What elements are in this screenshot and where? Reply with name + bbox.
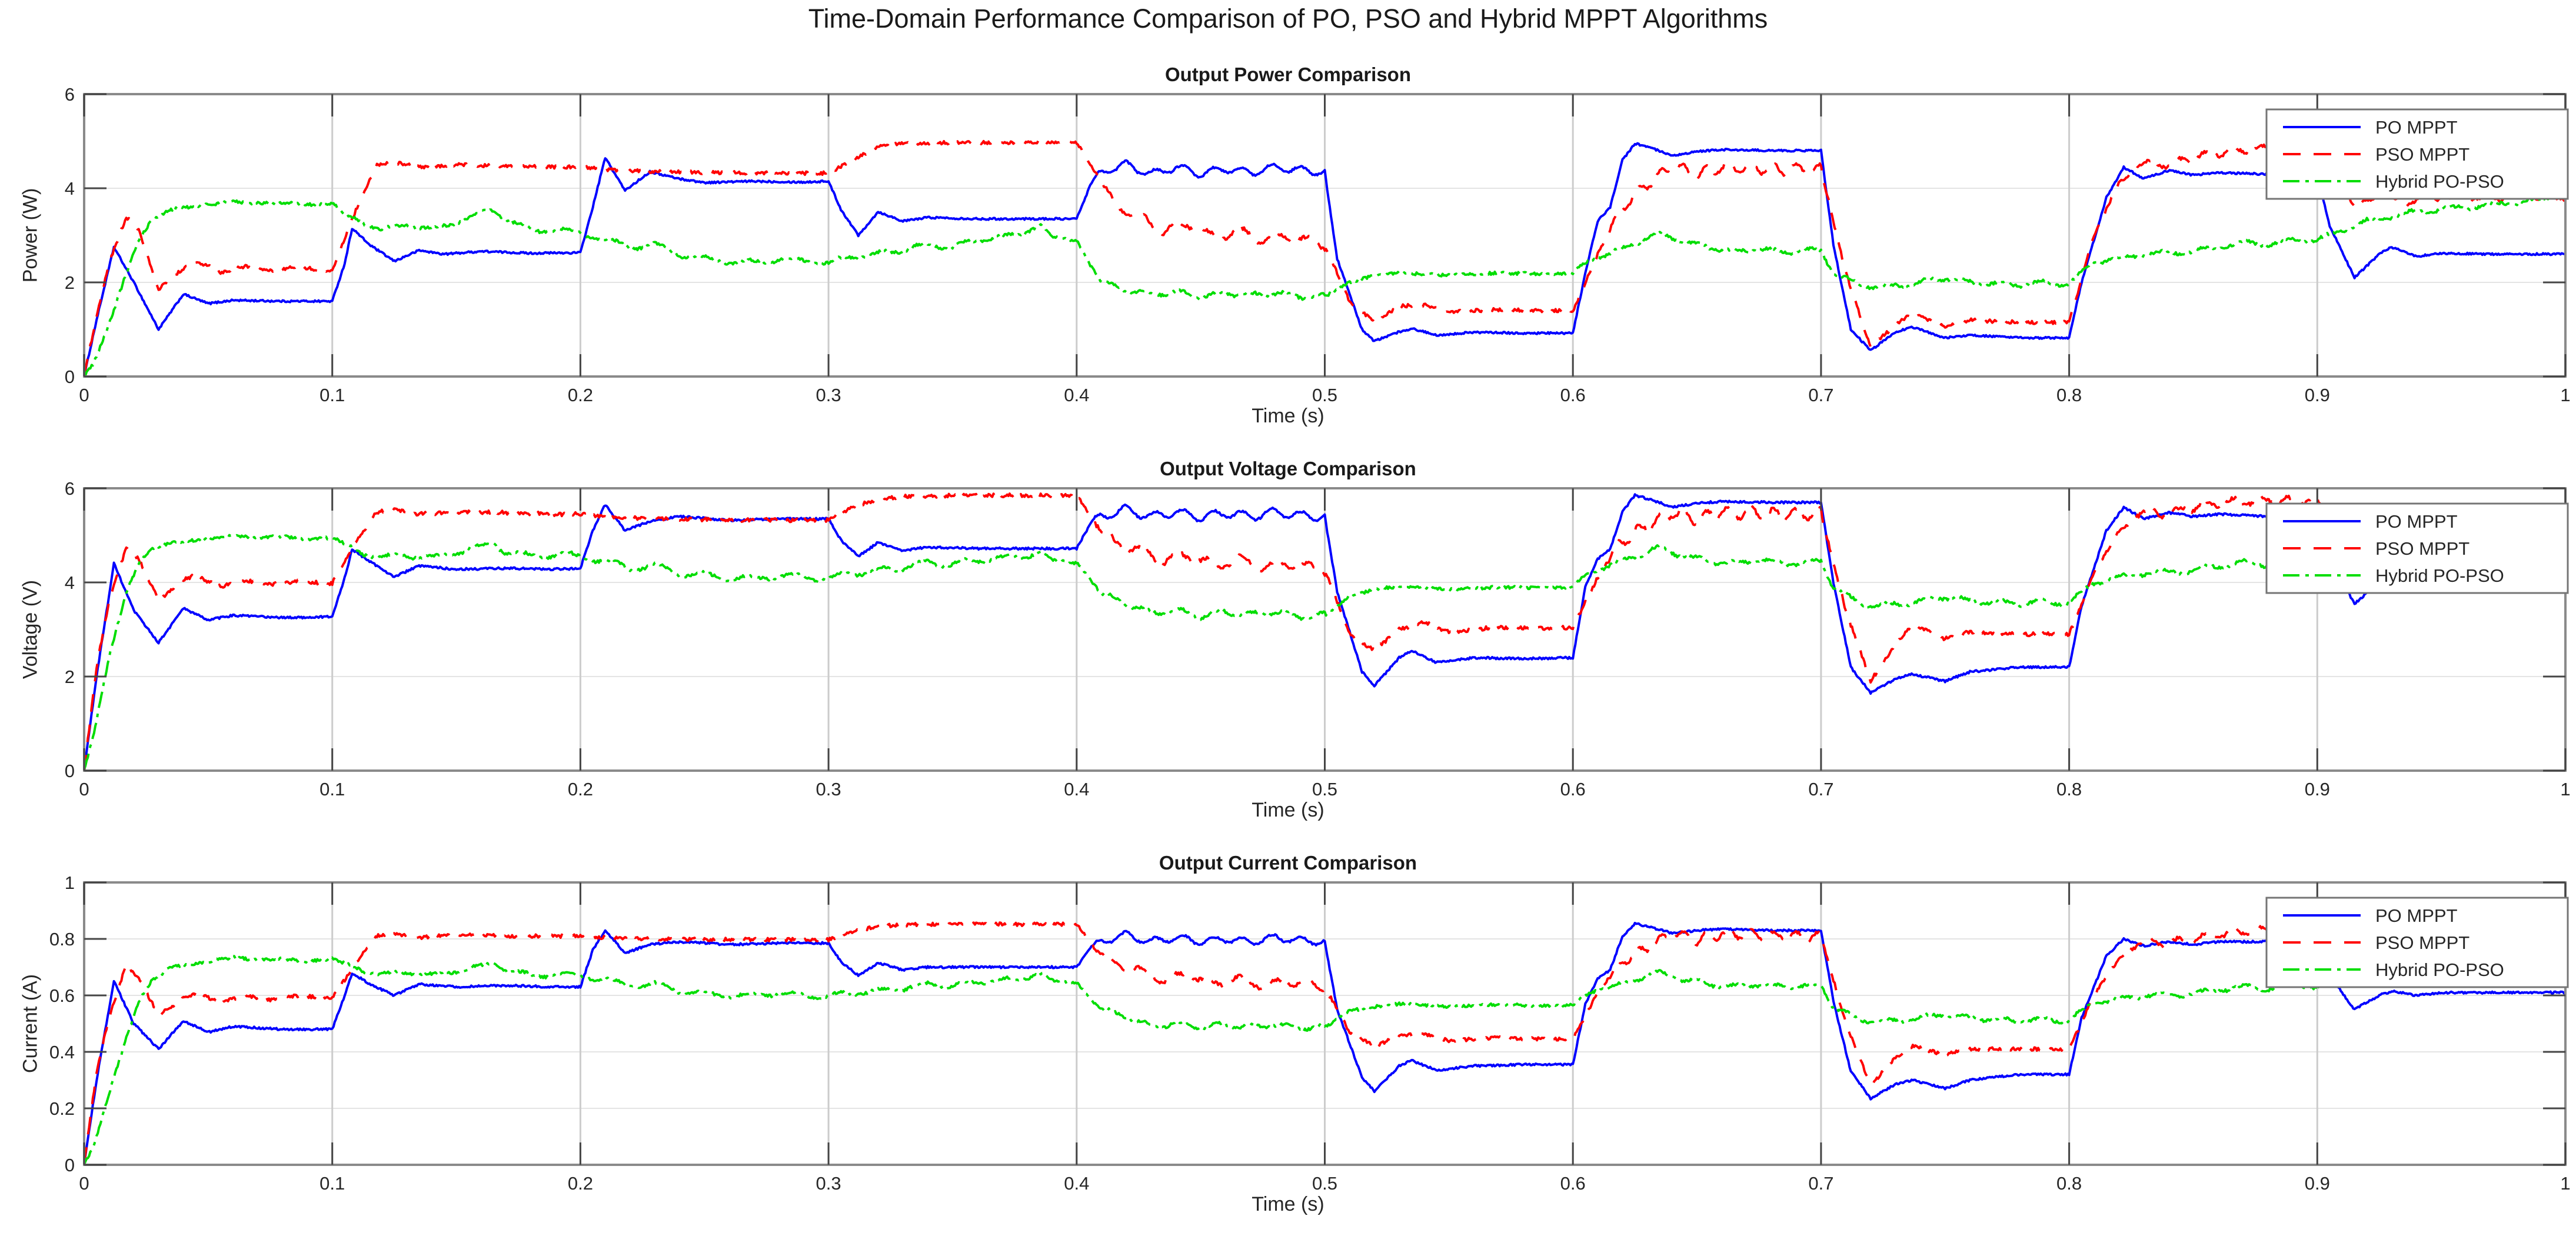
svg-text:0.6: 0.6	[49, 985, 75, 1006]
voltage-y-axis-label: Voltage (V)	[19, 579, 42, 679]
svg-text:Hybrid PO-PSO: Hybrid PO-PSO	[2375, 565, 2504, 586]
svg-text:2: 2	[65, 667, 75, 687]
svg-text:0.2: 0.2	[568, 385, 593, 405]
svg-text:0.3: 0.3	[816, 385, 841, 405]
svg-text:0.4: 0.4	[49, 1042, 75, 1062]
svg-text:0.9: 0.9	[2305, 779, 2330, 799]
svg-text:0.7: 0.7	[1808, 1173, 1833, 1194]
svg-text:PO MPPT: PO MPPT	[2375, 117, 2458, 138]
svg-text:0.2: 0.2	[49, 1098, 75, 1119]
svg-text:1: 1	[2560, 385, 2570, 405]
svg-text:0: 0	[65, 367, 75, 387]
svg-text:PO MPPT: PO MPPT	[2375, 905, 2458, 926]
power-plot-area: 0 0.1 0.2 0.3 0.4 0.5 0.6 0.7 0.8 0.9 1 0 2 4 6 PO MPPT…	[65, 84, 2571, 405]
svg-text:0.4: 0.4	[1064, 1173, 1089, 1194]
svg-text:0.9: 0.9	[2305, 1173, 2330, 1194]
svg-text:0.1: 0.1	[319, 779, 345, 799]
power-y-axis-label: Power (W)	[19, 188, 42, 283]
svg-text:0.1: 0.1	[319, 385, 345, 405]
current-x-axis-label: Time (s)	[1252, 1193, 1324, 1215]
svg-text:0.5: 0.5	[1312, 385, 1337, 405]
svg-text:0.6: 0.6	[1560, 1173, 1586, 1194]
svg-text:0: 0	[65, 761, 75, 781]
svg-text:0.1: 0.1	[319, 1173, 345, 1194]
svg-text:Hybrid PO-PSO: Hybrid PO-PSO	[2375, 960, 2504, 980]
svg-text:0.9: 0.9	[2305, 385, 2330, 405]
svg-text:4: 4	[65, 572, 75, 593]
svg-text:0.4: 0.4	[1064, 779, 1089, 799]
power-chart-title: Output Power Comparison	[1164, 64, 1411, 85]
voltage-x-axis-label: Time (s)	[1252, 799, 1324, 821]
svg-text:0.5: 0.5	[1312, 779, 1337, 799]
svg-text:0.7: 0.7	[1808, 779, 1833, 799]
svg-text:PSO MPPT: PSO MPPT	[2375, 538, 2470, 559]
svg-text:1: 1	[2560, 1173, 2570, 1194]
current-y-axis-label: Current (A)	[19, 974, 42, 1074]
svg-text:0.8: 0.8	[2056, 385, 2082, 405]
svg-text:0.6: 0.6	[1560, 385, 1586, 405]
svg-text:0.8: 0.8	[49, 929, 75, 950]
svg-text:0: 0	[65, 1155, 75, 1175]
svg-text:0.2: 0.2	[568, 779, 593, 799]
svg-text:PSO MPPT: PSO MPPT	[2375, 144, 2470, 165]
svg-text:PSO MPPT: PSO MPPT	[2375, 932, 2470, 953]
svg-text:0.8: 0.8	[2056, 779, 2082, 799]
current-plot-area: 0 0.1 0.2 0.3 0.4 0.5 0.6 0.7 0.8 0.9 1 0 0.2 0.4 0.6 0…	[49, 872, 2571, 1194]
voltage-plot-area: 0 0.1 0.2 0.3 0.4 0.5 0.6 0.7 0.8 0.9 1 0 2 4 6 PO MPPT…	[65, 478, 2571, 799]
svg-text:0: 0	[79, 779, 89, 799]
svg-text:6: 6	[65, 478, 75, 499]
svg-text:0.8: 0.8	[2056, 1173, 2082, 1194]
svg-text:0.3: 0.3	[816, 779, 841, 799]
svg-text:1: 1	[65, 872, 75, 893]
svg-text:0: 0	[79, 385, 89, 405]
svg-text:0.7: 0.7	[1808, 385, 1833, 405]
svg-text:6: 6	[65, 84, 75, 105]
svg-text:0.3: 0.3	[816, 1173, 841, 1194]
svg-text:0.6: 0.6	[1560, 779, 1586, 799]
svg-text:1: 1	[2560, 779, 2570, 799]
power-x-axis-label: Time (s)	[1252, 405, 1324, 427]
svg-text:2: 2	[65, 272, 75, 293]
svg-text:0.4: 0.4	[1064, 385, 1089, 405]
svg-text:Hybrid PO-PSO: Hybrid PO-PSO	[2375, 171, 2504, 192]
figure-title: Time-Domain Performance Comparison of PO…	[808, 4, 1768, 34]
svg-text:0.2: 0.2	[568, 1173, 593, 1194]
current-chart-title: Output Current Comparison	[1159, 852, 1417, 874]
svg-text:0.5: 0.5	[1312, 1173, 1337, 1194]
svg-text:4: 4	[65, 178, 75, 199]
svg-text:PO MPPT: PO MPPT	[2375, 511, 2458, 532]
voltage-chart-title: Output Voltage Comparison	[1160, 458, 1416, 479]
svg-text:0: 0	[79, 1173, 89, 1194]
